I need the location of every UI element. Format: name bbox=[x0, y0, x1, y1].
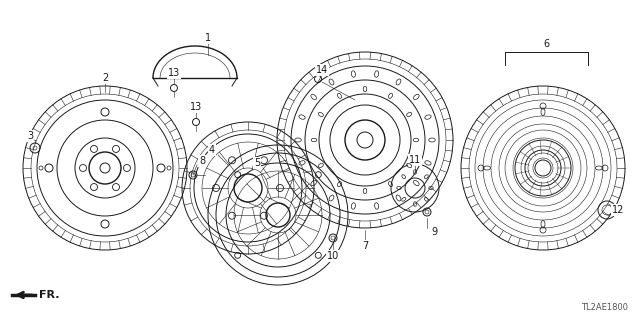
Text: 5: 5 bbox=[254, 158, 260, 168]
Text: 14: 14 bbox=[316, 65, 328, 75]
Text: 13: 13 bbox=[168, 68, 180, 78]
Text: 8: 8 bbox=[199, 156, 205, 166]
Text: FR.: FR. bbox=[39, 290, 60, 300]
Text: TL2AE1800: TL2AE1800 bbox=[581, 303, 628, 312]
Text: 10: 10 bbox=[327, 251, 339, 261]
Text: 11: 11 bbox=[409, 155, 421, 165]
Text: 1: 1 bbox=[205, 33, 211, 43]
Text: 6: 6 bbox=[543, 39, 549, 49]
Text: 3: 3 bbox=[27, 131, 33, 141]
Text: 2: 2 bbox=[102, 73, 108, 83]
Text: 9: 9 bbox=[431, 227, 437, 237]
Text: 13: 13 bbox=[190, 102, 202, 112]
Text: 12: 12 bbox=[612, 205, 624, 215]
Text: 7: 7 bbox=[362, 241, 368, 251]
Text: 4: 4 bbox=[209, 145, 215, 155]
